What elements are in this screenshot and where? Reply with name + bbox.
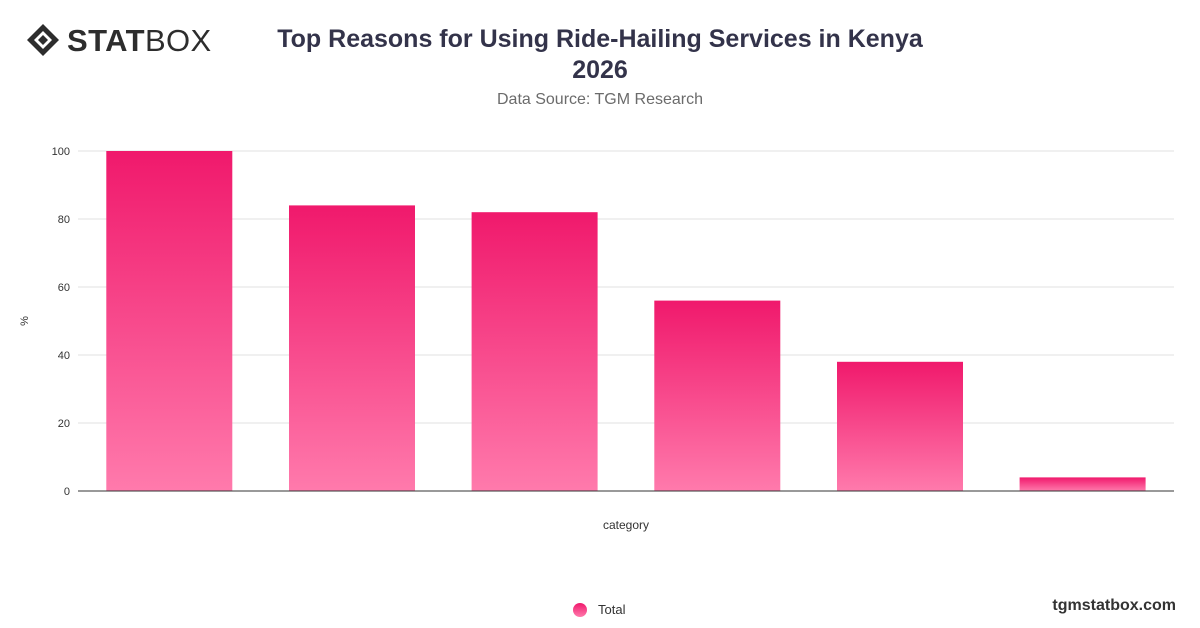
y-tick-label: 60 [58, 282, 70, 294]
bar-2[interactable] [289, 205, 415, 491]
legend-label: Total [598, 602, 626, 617]
y-tick-label: 20 [58, 418, 70, 430]
bar-5[interactable] [837, 361, 963, 491]
chart-subtitle: Data Source: TGM Research [496, 91, 703, 108]
chart-title-line-1: Top Reasons for Using Ride-Hailing Servi… [277, 25, 923, 53]
bar-3[interactable] [471, 212, 598, 491]
chart-title: Top Reasons for Using Ride-Hailing Servi… [250, 24, 950, 86]
bar-1[interactable] [106, 151, 233, 491]
y-tick-label: 100 [52, 146, 70, 158]
legend-circle-icon [573, 602, 587, 617]
legend-item-total[interactable]: Total [573, 602, 625, 617]
logo-text-light: BOX [144, 22, 212, 58]
diamond-logo-icon [27, 24, 59, 56]
statbox-logo: STATBOX [26, 22, 212, 58]
y-tick-label: 0 [64, 486, 70, 498]
y-axis-label: % [19, 316, 31, 326]
chart-title-line-2: 2026 [572, 56, 628, 84]
y-tick-label: 40 [58, 350, 70, 362]
y-tick-label: 80 [58, 214, 70, 226]
bar-6[interactable] [1019, 477, 1146, 491]
y-tick-labels: 0 20 40 60 80 100 [52, 146, 70, 498]
bar-4[interactable] [654, 300, 781, 491]
logo-text-strong: STAT [67, 22, 145, 58]
grid-lines [78, 150, 1174, 424]
logo-wordmark: STATBOX [67, 25, 212, 56]
watermark: tgmstatbox.com [1052, 597, 1176, 614]
x-axis-label: category [603, 518, 649, 532]
bars [106, 151, 1146, 491]
